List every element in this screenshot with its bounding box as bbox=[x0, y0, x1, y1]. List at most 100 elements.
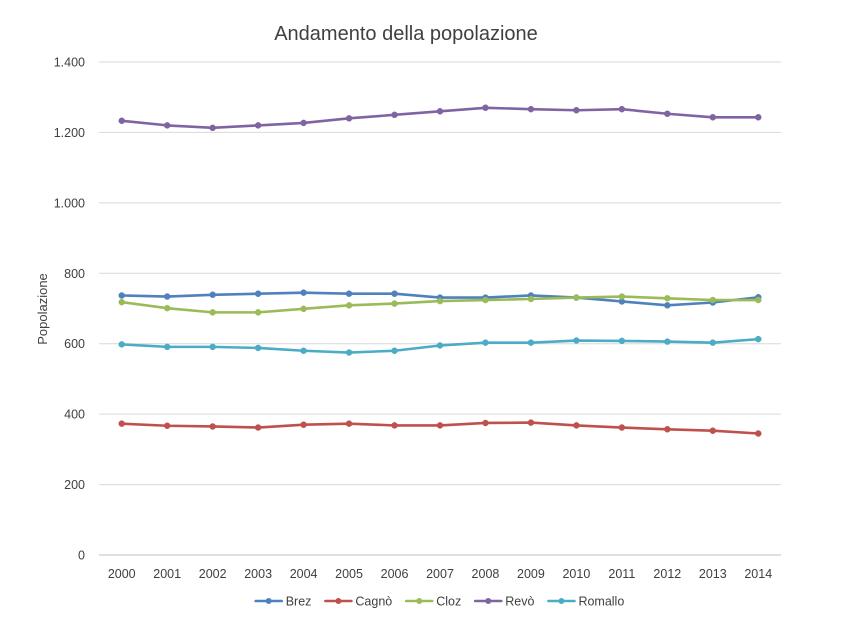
data-point bbox=[163, 304, 171, 312]
data-point bbox=[436, 108, 444, 115]
x-tick-label: 2014 bbox=[744, 567, 772, 581]
x-tick-label: 2012 bbox=[653, 567, 681, 581]
data-point bbox=[345, 115, 353, 122]
legend-label: Brez bbox=[286, 595, 312, 609]
data-point bbox=[209, 291, 216, 299]
x-tick-label: 2006 bbox=[381, 567, 409, 581]
data-point bbox=[118, 341, 125, 348]
legend-swatch-marker bbox=[558, 598, 565, 604]
data-point bbox=[664, 302, 671, 309]
data-point bbox=[391, 347, 398, 355]
data-point bbox=[300, 347, 307, 355]
data-point bbox=[163, 422, 171, 430]
x-tick-label: 2002 bbox=[199, 567, 227, 581]
data-point bbox=[300, 119, 307, 127]
data-point bbox=[527, 339, 535, 346]
x-tick-label: 2003 bbox=[244, 567, 272, 581]
x-tick-label: 2010 bbox=[562, 567, 590, 581]
data-point bbox=[436, 342, 444, 349]
data-point bbox=[345, 290, 353, 297]
series-rev- bbox=[118, 104, 762, 132]
data-point bbox=[391, 300, 398, 307]
series-cagn- bbox=[118, 419, 762, 437]
data-point bbox=[527, 295, 535, 303]
data-point bbox=[709, 427, 717, 434]
data-point bbox=[618, 105, 626, 113]
data-point bbox=[709, 296, 717, 304]
data-point bbox=[573, 106, 580, 114]
x-tick-label: 2009 bbox=[517, 567, 545, 581]
x-tick-label: 2007 bbox=[426, 567, 454, 581]
data-point bbox=[118, 292, 125, 299]
data-point bbox=[345, 420, 353, 427]
x-tick-label: 2001 bbox=[153, 567, 181, 581]
data-point bbox=[618, 293, 626, 300]
data-point bbox=[118, 117, 125, 125]
data-point bbox=[482, 104, 489, 112]
data-point bbox=[709, 114, 717, 121]
data-point bbox=[300, 421, 307, 428]
data-point bbox=[527, 105, 535, 113]
data-point bbox=[163, 293, 171, 300]
chart-title: Andamento della popolazione bbox=[274, 23, 538, 45]
data-point bbox=[755, 430, 762, 437]
series-romallo bbox=[118, 335, 762, 356]
data-point bbox=[300, 305, 307, 313]
data-point bbox=[209, 124, 216, 132]
data-point bbox=[345, 349, 353, 356]
y-tick-label: 1.400 bbox=[54, 56, 85, 70]
x-tick-label: 2011 bbox=[608, 567, 635, 581]
data-point bbox=[436, 297, 444, 305]
legend-swatch-marker bbox=[416, 598, 423, 604]
data-point bbox=[482, 339, 489, 346]
x-axis-ticks: 2000 2001 2002 2003 2004 2005 2006 2007 2008 2009… bbox=[108, 567, 772, 581]
data-point bbox=[254, 290, 262, 297]
y-tick-label: 800 bbox=[64, 267, 85, 281]
data-point bbox=[618, 424, 626, 431]
data-point bbox=[254, 424, 262, 431]
data-point bbox=[118, 298, 125, 306]
y-tick-label: 1.000 bbox=[54, 196, 85, 210]
data-point bbox=[618, 337, 626, 345]
data-point bbox=[755, 335, 762, 343]
data-point bbox=[664, 295, 671, 302]
data-point bbox=[527, 419, 535, 426]
x-tick-label: 2008 bbox=[472, 567, 500, 581]
legend-label: Revò bbox=[505, 595, 534, 609]
legend-label: Romallo bbox=[578, 595, 624, 609]
data-point bbox=[254, 122, 262, 129]
y-axis-title: Popolazione bbox=[35, 273, 50, 345]
data-point bbox=[755, 296, 762, 304]
data-point bbox=[209, 309, 216, 316]
data-point bbox=[391, 422, 398, 429]
legend-swatch-marker bbox=[485, 598, 492, 604]
data-point bbox=[709, 339, 717, 346]
data-point bbox=[254, 344, 262, 352]
gridlines bbox=[99, 61, 781, 556]
data-point bbox=[573, 422, 580, 429]
legend-label: Cloz bbox=[436, 595, 461, 609]
y-tick-label: 200 bbox=[64, 478, 85, 492]
y-tick-label: 600 bbox=[64, 337, 85, 351]
data-point bbox=[391, 290, 398, 297]
series-lines bbox=[118, 104, 762, 437]
data-point bbox=[118, 420, 125, 427]
x-tick-label: 2013 bbox=[699, 567, 727, 581]
data-point bbox=[254, 309, 262, 316]
data-point bbox=[573, 294, 580, 301]
y-tick-label: 400 bbox=[64, 408, 85, 422]
data-point bbox=[664, 426, 671, 433]
y-tick-label: 1.200 bbox=[54, 126, 85, 140]
x-tick-label: 2005 bbox=[335, 567, 363, 581]
legend: Brez Cagnò Cloz Revò Romallo bbox=[254, 595, 624, 609]
data-point bbox=[300, 289, 307, 296]
data-point bbox=[345, 302, 353, 309]
data-point bbox=[163, 122, 171, 129]
data-point bbox=[573, 337, 580, 344]
y-axis-ticks: 0 200 400 600 800 1.000 1.200 1.400 bbox=[54, 56, 85, 563]
data-point bbox=[163, 343, 171, 351]
data-point bbox=[482, 296, 489, 304]
x-tick-label: 2004 bbox=[290, 567, 318, 581]
